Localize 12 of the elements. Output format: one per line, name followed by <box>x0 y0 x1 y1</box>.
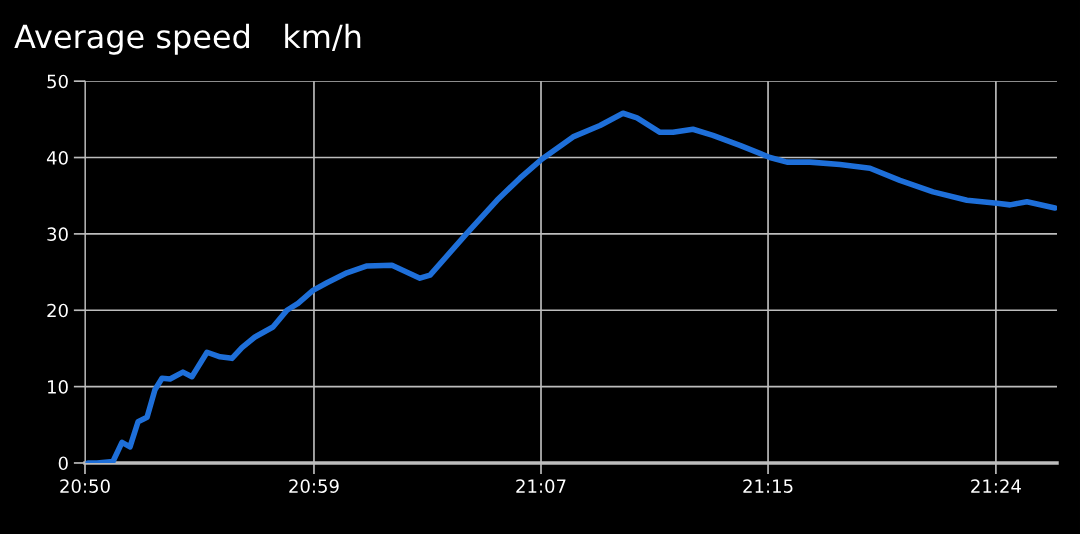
y-tick-label: 30 <box>47 227 68 242</box>
x-tick-label: 20:59 <box>289 479 339 493</box>
x-tick-label: 21:24 <box>971 479 1021 493</box>
x-tick-label: 21:15 <box>743 479 793 493</box>
chart-title: Average speed km/h <box>14 23 361 55</box>
y-tick-label: 20 <box>47 303 68 318</box>
x-tick-label: 21:07 <box>516 479 566 493</box>
y-tick-label: 40 <box>46 150 68 165</box>
y-tick-label: 10 <box>48 380 68 394</box>
y-tick-label: 50 <box>47 74 68 89</box>
x-tick-label: 20:50 <box>60 479 110 493</box>
y-tick-label: 0 <box>58 456 68 471</box>
